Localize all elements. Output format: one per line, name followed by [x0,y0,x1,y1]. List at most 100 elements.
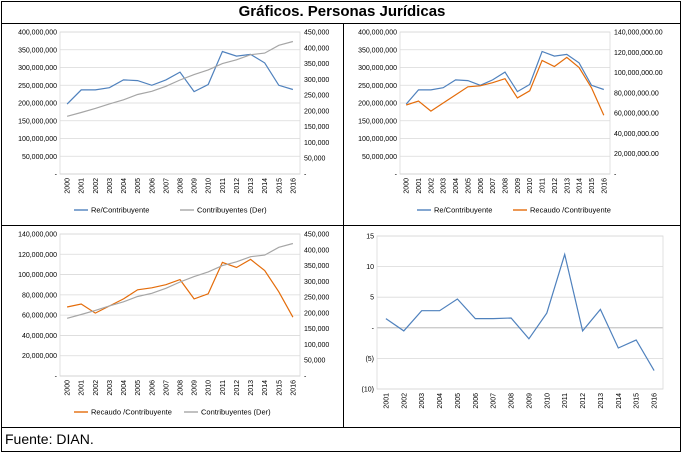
x-tick-label: 2015 [589,178,596,194]
y-tick-label-right: 200,000 [304,310,329,317]
y-tick-label-left: 15 [366,234,374,241]
y-tick-label-left: 150,000,000 [358,118,397,125]
x-tick-label: 2002 [428,178,435,194]
y-tick-label-left: (10) [362,387,374,394]
x-tick-label: 2008 [178,178,185,194]
y-tick-label-right: 200,000 [304,108,329,115]
x-tick-label: 2009 [192,380,199,396]
y-tick-label-left: 350,000,000 [358,47,397,54]
y-tick-label-left: 60,000,000 [22,313,57,320]
x-tick-label: 2003 [441,178,448,194]
x-tick-label: 2005 [455,393,462,409]
y-tick-label-left: 50,000,000 [22,154,57,161]
y-tick-label-left: 200,000,000 [18,101,57,108]
y-tick-label-left: 40,000,000 [22,333,57,340]
x-tick-label: 2009 [526,393,533,409]
chart-recaudo-contribuyentes: - 20,000,000 40,000,000 60,000,000 80,000,00… [18,232,329,417]
x-tick-label: 2014 [262,178,269,194]
x-tick-label: 2007 [163,178,170,194]
x-tick-label: 2010 [544,393,551,409]
x-tick-label: 2002 [93,380,100,396]
y-tick-label-left: 200,000,000 [358,101,397,108]
title-divider [1,23,681,24]
source-note: Fuente: DIAN. [5,431,94,447]
y-tick-label-right: - [304,374,307,381]
x-tick-label: 2006 [149,380,156,396]
x-tick-label: 2008 [178,380,185,396]
x-tick-label: 2007 [491,393,498,409]
y-tick-label-right: 40,000,000.00 [614,131,659,138]
chart-variation: (10) (5) - 5 10 15 2001 2002 2003 2004 2005 2006 200… [362,234,664,409]
y-tick-label-left: 100,000,000 [18,272,57,279]
column-divider [343,23,344,428]
y-tick-label-left: 10 [366,264,374,271]
plot-area [399,31,611,175]
x-tick-label: 2005 [135,178,142,194]
y-tick-label-right: 80,000,000.00 [614,90,659,97]
x-tick-label: 2015 [634,393,641,409]
y-tick-label-right: - [304,172,307,179]
y-tick-label-right: 350,000 [304,61,329,68]
x-tick-label: 2016 [652,393,659,409]
y-tick-label-right: 60,000,000.00 [614,111,659,118]
x-tick-label: 2015 [276,380,283,396]
x-tick-label: 2007 [163,380,170,396]
y-tick-label-left: 50,000,000 [362,154,397,161]
x-tick-label: 2011 [540,178,547,193]
y-tick-label-left: 140,000,000 [18,232,57,239]
y-tick-label-left: 120,000,000 [18,252,57,259]
x-tick-label: 2012 [234,178,241,194]
footer-divider [1,427,681,428]
x-tick-label: 2009 [515,178,522,194]
y-tick-label-right: 50,000 [304,156,326,163]
y-tick-label-left: 20,000,000 [22,353,57,360]
series-line-contribuyentes-der- [66,40,294,117]
y-tick-label-left: - [55,172,58,179]
x-tick-label: 2000 [65,178,72,194]
x-tick-label: 2011 [220,380,227,395]
x-tick-label: 2010 [206,380,213,396]
y-tick-label-right: 140,000,000.00 [614,30,663,37]
x-tick-label: 2014 [577,178,584,194]
series-line-recaudo-contribuyente [406,56,605,116]
series-line-re-contribuyente [66,50,294,105]
plot-area [59,31,301,175]
x-tick-label: 2006 [478,178,485,194]
y-tick-label-right: 120,000,000.00 [614,50,663,57]
x-tick-label: 2013 [248,178,255,194]
x-tick-label: 2004 [453,178,460,194]
plot-area [376,235,664,390]
x-tick-label: 2001 [79,380,86,396]
x-tick-label: 2006 [473,393,480,409]
y-tick-label-left: 100,000,000 [358,136,397,143]
x-tick-label: 2000 [65,380,72,396]
y-tick-label-left: - [395,172,398,179]
y-tick-label-right: 20,000,000.00 [614,151,659,158]
x-tick-label: 2012 [234,380,241,396]
y-tick-label-right: 150,000 [304,124,329,131]
x-tick-label: 2016 [290,380,297,396]
y-tick-label-left: - [55,374,58,381]
row-divider [1,225,681,226]
x-tick-label: 2004 [121,178,128,194]
y-tick-label-right: 250,000 [304,93,329,100]
y-tick-label-right: 350,000 [304,263,329,270]
x-tick-label: 2003 [419,393,426,409]
y-tick-label-right: - [614,172,617,179]
legend-label: Contribuyentes (Der) [201,408,271,417]
y-tick-label-left: 150,000,000 [18,118,57,125]
y-tick-label-left: 300,000,000 [358,65,397,72]
y-tick-label-left: (5) [365,356,374,363]
x-tick-label: 2011 [562,393,569,408]
y-tick-label-right: 400,000 [304,45,329,52]
chart-re-contribuyentes: - 50,000,000 100,000,000 150,000,000 200,000… [18,30,329,215]
x-tick-label: 2010 [527,178,534,194]
x-tick-label: 2006 [149,178,156,194]
y-tick-label-left: 350,000,000 [18,47,57,54]
x-tick-label: 2001 [79,178,86,194]
x-tick-label: 2014 [616,393,623,409]
y-tick-label-left: 250,000,000 [358,83,397,90]
y-tick-label-right: 250,000 [304,295,329,302]
x-tick-label: 2003 [107,380,114,396]
legend-label: Re/Contribuyente [91,206,149,215]
